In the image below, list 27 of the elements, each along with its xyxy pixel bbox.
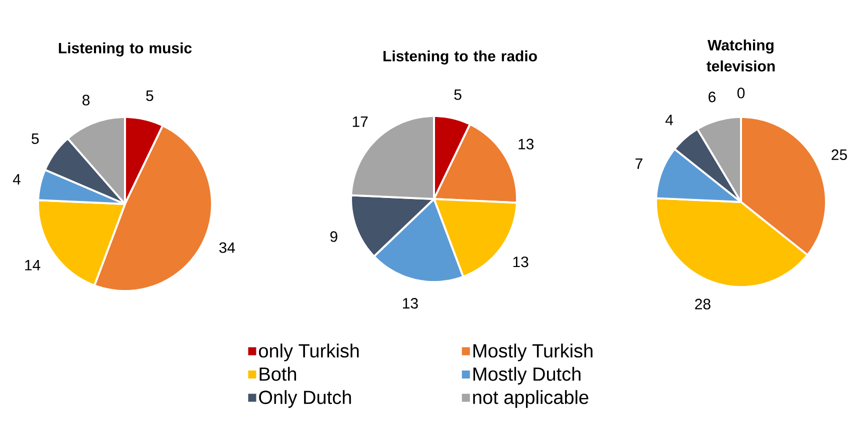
chart-title: Listening to the radio <box>384 50 537 64</box>
data-label: 13 <box>403 298 418 309</box>
legend-label: only Turkish <box>258 344 359 362</box>
data-label: 17 <box>352 116 368 127</box>
text: 0 <box>737 88 745 98</box>
chart-title: Watching television <box>706 39 775 72</box>
data-label: 6 <box>708 92 716 102</box>
legend-label: Only Dutch <box>259 390 351 408</box>
data-label: 5 <box>32 134 39 144</box>
legend-label: Both <box>260 366 296 381</box>
legend-label: not applicable <box>473 390 588 408</box>
data-label: 9 <box>330 231 338 242</box>
data-label: 34 <box>219 242 235 253</box>
legend-label: Mostly Turkish <box>473 344 592 362</box>
data-label: 28 <box>695 298 710 310</box>
data-label: 8 <box>82 94 90 106</box>
legend-label: Mostly Dutch <box>473 366 580 385</box>
data-label: 7 <box>636 158 642 169</box>
data-label: 13 <box>518 138 534 150</box>
data-label: 5 <box>454 89 462 100</box>
data-label: 13 <box>513 256 528 268</box>
data-label: 4 <box>12 174 21 184</box>
data-label: 5 <box>146 90 154 102</box>
chart-title: Listening to music <box>58 42 192 56</box>
data-label: 25 <box>832 149 847 160</box>
data-label: 14 <box>25 260 40 270</box>
data-label: 4 <box>665 114 674 126</box>
